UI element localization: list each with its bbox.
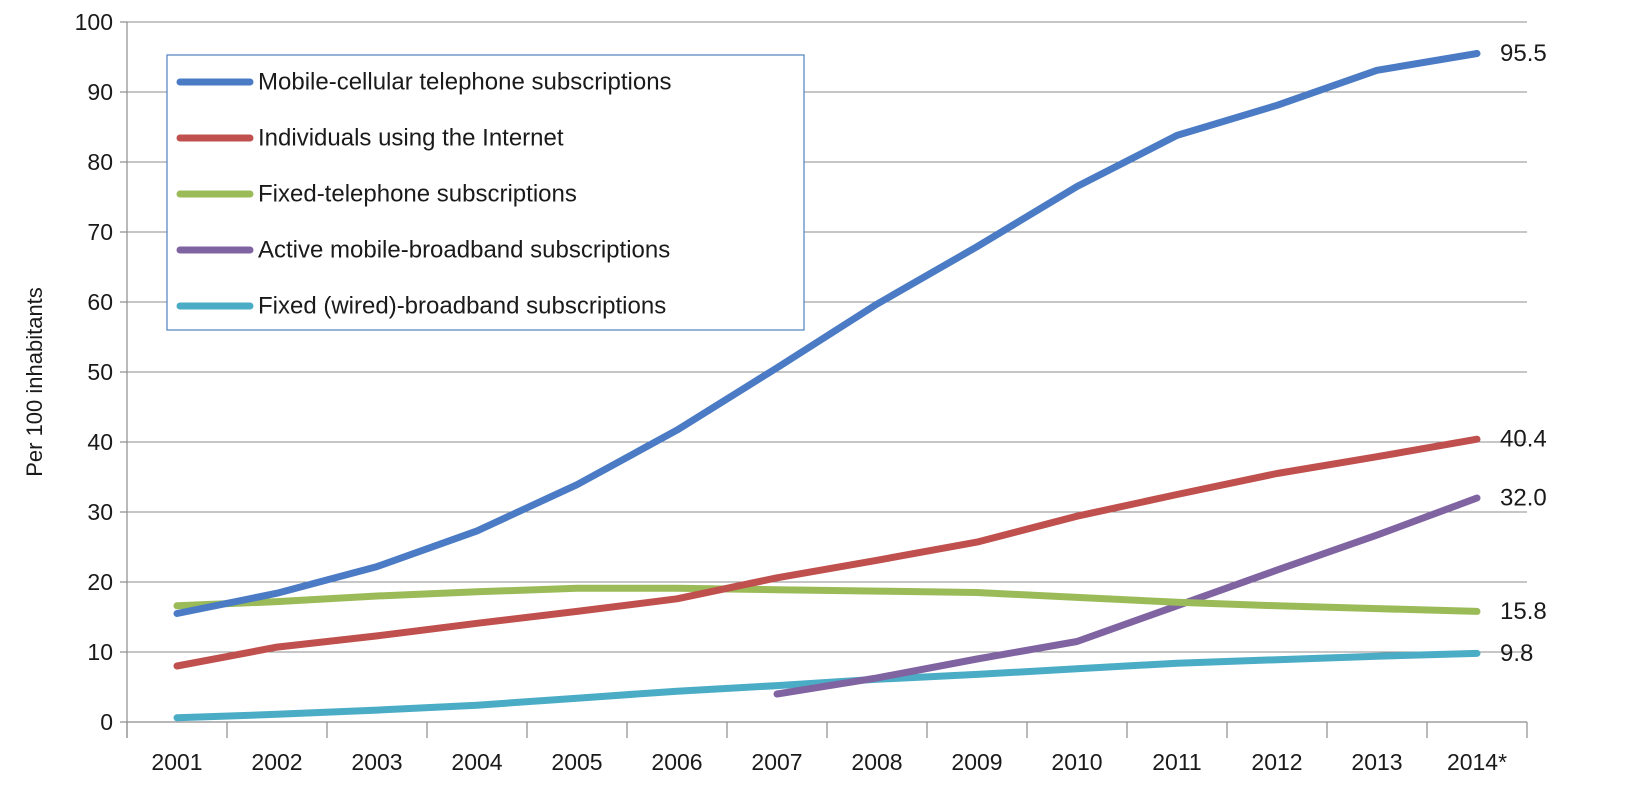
- end-labels: 95.5 40.4 15.8 32.0 9.8: [1500, 40, 1547, 667]
- series-line-1: [173, 435, 1481, 670]
- x-tick-label: 2013: [1351, 749, 1402, 775]
- legend: Mobile-cellular telephone subscriptions I…: [166, 54, 805, 331]
- y-tick-label: 70: [87, 219, 113, 245]
- axes: 0 10 20 30 40 50 60 70 80 90 100 2001 2002 2003 2004 20…: [75, 9, 1528, 775]
- x-tick-label: 2006: [651, 749, 702, 775]
- y-tick-label: 20: [87, 569, 113, 595]
- x-tick-label: 2007: [751, 749, 802, 775]
- y-tick-label: 100: [75, 9, 113, 35]
- legend-label: Fixed-telephone subscriptions: [258, 181, 577, 208]
- legend-label: Fixed (wired)-broadband subscriptions: [258, 293, 666, 320]
- x-tick-label: 2003: [351, 749, 402, 775]
- legend-label: Individuals using the Internet: [258, 125, 564, 152]
- x-tick-label: 2001: [151, 749, 202, 775]
- y-tick-label: 40: [87, 429, 113, 455]
- series-line-3: [773, 494, 1481, 698]
- end-value-label: 32.0: [1500, 485, 1547, 512]
- y-axis-label: Per 100 inhabitants: [22, 287, 47, 477]
- y-tick-label: 10: [87, 639, 113, 665]
- y-tick-label: 80: [87, 149, 113, 175]
- y-tick-label: 0: [100, 709, 113, 735]
- y-tick-label: 50: [87, 359, 113, 385]
- series-line-2: [173, 584, 1481, 615]
- end-value-label: 40.4: [1500, 426, 1547, 453]
- x-tick-label: 2009: [951, 749, 1002, 775]
- x-tick-label: 2011: [1152, 749, 1201, 775]
- end-value-label: 15.8: [1500, 598, 1547, 625]
- legend-label: Mobile-cellular telephone subscriptions: [258, 69, 672, 96]
- y-tick-label: 30: [87, 499, 113, 525]
- end-value-label: 9.8: [1500, 640, 1533, 667]
- legend-label: Active mobile-broadband subscriptions: [258, 237, 670, 264]
- end-value-label: 95.5: [1500, 40, 1547, 67]
- x-tick-label: 2012: [1251, 749, 1302, 775]
- y-tick-label: 90: [87, 79, 113, 105]
- series-line-0: [173, 50, 1481, 617]
- legend-box: [166, 54, 805, 331]
- x-tick-label: 2010: [1051, 749, 1102, 775]
- x-tick-label: 2008: [851, 749, 902, 775]
- x-tick-label: 2005: [551, 749, 602, 775]
- y-tick-label: 60: [87, 289, 113, 315]
- x-tick-label: 2002: [251, 749, 302, 775]
- x-tick-label: 2004: [451, 749, 502, 775]
- x-tick-label: 2014*: [1447, 749, 1507, 775]
- series-lines: [173, 50, 1481, 722]
